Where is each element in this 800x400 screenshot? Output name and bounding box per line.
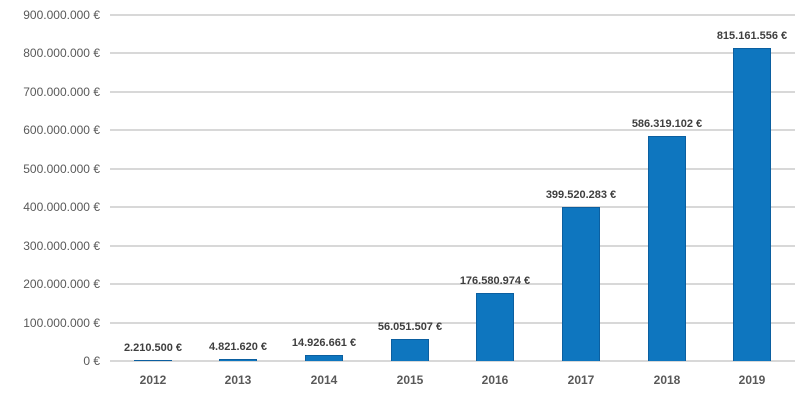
y-tick-label: 100.000.000 € [23,315,100,330]
bar-2013 [219,359,257,361]
bar-2018 [648,136,686,361]
gridline [110,321,795,324]
y-tick-label: 0 € [83,354,100,368]
x-tick-label: 2019 [738,373,766,387]
y-tick-label: 700.000.000 € [23,84,100,99]
bar-2016 [476,293,514,361]
gridline [110,90,795,93]
y-tick-label: 800.000.000 € [23,46,100,61]
y-tick-label: 600.000.000 € [23,123,100,138]
data-label-2017: 399.520.283 € [545,189,617,201]
gridline [110,244,795,247]
x-tick-label: 2013 [224,373,252,387]
x-tick-label: 2012 [139,373,167,387]
y-tick-label: 900.000.000 € [23,8,100,22]
gridline [110,206,795,209]
bar-2017 [562,207,600,361]
gridline [110,283,795,286]
data-label-2015: 56.051.507 € [377,321,443,333]
bar-2012 [134,360,172,361]
data-label-2018: 586.319.102 € [631,118,703,130]
x-tick-label: 2015 [396,373,424,387]
x-tick-label: 2018 [653,373,681,387]
data-label-2012: 2.210.500 € [123,342,183,354]
bar-2019 [733,48,771,361]
data-label-2013: 4.821.620 € [208,341,268,353]
y-tick-label: 400.000.000 € [23,200,100,215]
gridline [110,129,795,132]
y-tick-label: 200.000.000 € [23,277,100,292]
data-label-2019: 815.161.556 € [716,30,788,42]
y-tick-label: 300.000.000 € [23,238,100,253]
bar-2015 [391,339,429,361]
gridline [110,167,795,170]
y-tick-label: 500.000.000 € [23,161,100,176]
data-label-2016: 176.580.974 € [459,275,531,287]
x-tick-label: 2014 [310,373,338,387]
data-label-2014: 14.926.661 € [291,337,357,349]
gridline [110,14,795,16]
gridline [110,52,795,55]
bar-2014 [305,355,343,361]
gridline [110,360,795,362]
x-tick-label: 2017 [567,373,595,387]
x-tick-label: 2016 [481,373,509,387]
